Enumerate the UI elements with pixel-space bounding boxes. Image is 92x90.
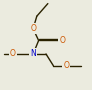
Text: O: O	[63, 61, 69, 70]
Text: O: O	[60, 36, 66, 45]
Text: N: N	[30, 50, 36, 59]
Text: O: O	[10, 50, 16, 59]
Text: O: O	[30, 24, 36, 33]
